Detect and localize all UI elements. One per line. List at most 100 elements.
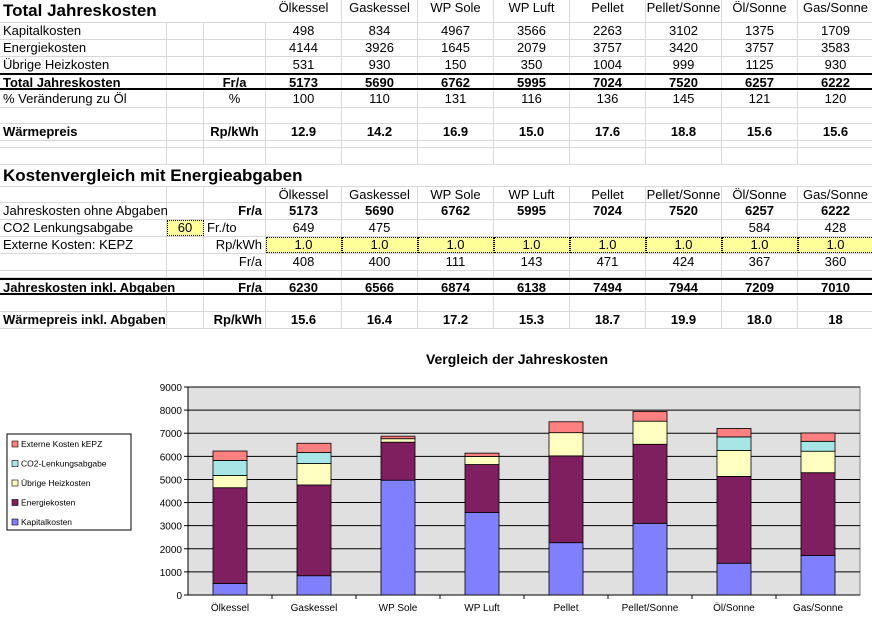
value-cell[interactable]: 1.0 [342, 237, 418, 253]
cell[interactable] [266, 296, 342, 311]
cell[interactable] [266, 148, 342, 164]
cell[interactable] [722, 296, 798, 311]
cell[interactable] [167, 23, 204, 39]
cell[interactable] [798, 108, 872, 123]
value-cell[interactable]: 1.0 [798, 237, 872, 253]
cell[interactable] [204, 141, 266, 147]
cell[interactable] [646, 148, 722, 164]
cell[interactable] [167, 254, 204, 270]
value-cell: 7024 [570, 203, 646, 219]
cell[interactable] [167, 203, 204, 219]
cell[interactable] [342, 296, 418, 311]
value-cell[interactable]: 1.0 [570, 237, 646, 253]
cell[interactable] [342, 148, 418, 164]
cell[interactable] [0, 187, 167, 202]
cell[interactable] [167, 237, 204, 253]
co2-rate-input[interactable]: 60 [167, 220, 204, 236]
value-cell: 3926 [342, 40, 418, 56]
cell[interactable] [646, 108, 722, 123]
cell[interactable] [167, 296, 204, 311]
cell[interactable] [798, 141, 872, 147]
cell[interactable] [722, 141, 798, 147]
cell[interactable] [204, 271, 266, 277]
cell[interactable] [167, 187, 204, 202]
cell[interactable] [342, 141, 418, 147]
value-cell[interactable]: 1.0 [266, 237, 342, 253]
chart-legend: Externe Kosten kEPZ CO2-Lenkungsabgabe Übr… [6, 433, 132, 531]
value-cell: 15.3 [494, 312, 570, 328]
cell[interactable] [167, 108, 204, 123]
cell[interactable] [342, 108, 418, 123]
cell[interactable] [167, 124, 204, 140]
cell[interactable] [494, 108, 570, 123]
cell[interactable] [167, 148, 204, 164]
cell[interactable] [167, 91, 204, 107]
cell[interactable] [0, 108, 167, 123]
cell[interactable] [167, 312, 204, 328]
value-cell[interactable]: 1.0 [722, 237, 798, 253]
legend-swatch [11, 440, 19, 448]
cell[interactable] [418, 108, 494, 123]
value-cell: 15.6 [266, 312, 342, 328]
cell[interactable] [494, 141, 570, 147]
cell[interactable] [798, 148, 872, 164]
cell[interactable] [722, 108, 798, 123]
y-tick-label: 9000 [160, 383, 183, 394]
cell[interactable] [0, 296, 167, 311]
header-row: Total Jahreskosten Ölkessel Gaskessel WP So… [0, 0, 872, 23]
column-header: Ölkessel [266, 0, 342, 22]
cell[interactable] [798, 296, 872, 311]
cell[interactable] [167, 141, 204, 147]
cell[interactable] [204, 296, 266, 311]
bar-segment-energiekosten [464, 464, 500, 513]
value-cell[interactable]: 1.0 [418, 237, 494, 253]
cell[interactable] [167, 40, 204, 56]
cell[interactable] [494, 148, 570, 164]
cell[interactable] [204, 148, 266, 164]
cell[interactable] [646, 271, 722, 277]
cell[interactable] [418, 271, 494, 277]
cell[interactable] [494, 296, 570, 311]
stacked-bar-chart: Vergleich der Jahreskosten 0 1000 2000 3000 4… [6, 351, 861, 614]
cell[interactable] [167, 75, 204, 88]
cell[interactable] [570, 271, 646, 277]
bar-segment-co2-lenkungsabgabe [212, 460, 248, 476]
value-cell: 5173 [266, 203, 342, 219]
cell[interactable] [266, 271, 342, 277]
cell[interactable] [266, 108, 342, 123]
cell[interactable] [798, 271, 872, 277]
value-cell[interactable]: 1.0 [646, 237, 722, 253]
cell[interactable] [266, 141, 342, 147]
empty-row [0, 296, 872, 312]
cell[interactable] [167, 271, 204, 277]
cell[interactable] [570, 148, 646, 164]
cell[interactable] [0, 141, 167, 147]
value-cell[interactable]: 1.0 [494, 237, 570, 253]
cell[interactable] [418, 148, 494, 164]
cell[interactable] [167, 57, 204, 73]
column-header: Pellet/Sonne [646, 0, 722, 22]
cell[interactable] [167, 280, 204, 293]
value-cell: 7209 [722, 280, 798, 295]
cell[interactable] [570, 108, 646, 123]
cell[interactable] [494, 271, 570, 277]
value-cell: 471 [570, 254, 646, 270]
plot-area [187, 386, 861, 596]
cell[interactable] [342, 271, 418, 277]
cell[interactable] [646, 296, 722, 311]
cell[interactable] [722, 148, 798, 164]
cell[interactable] [570, 141, 646, 147]
value-cell: 5690 [342, 203, 418, 219]
cell[interactable] [204, 108, 266, 123]
cell[interactable] [646, 141, 722, 147]
cell[interactable] [722, 271, 798, 277]
cell[interactable] [570, 296, 646, 311]
bar-segment-energiekosten [296, 484, 332, 577]
value-cell: 6230 [266, 280, 342, 295]
cell[interactable] [0, 271, 167, 277]
cell[interactable] [418, 141, 494, 147]
cell[interactable] [204, 187, 266, 202]
cell[interactable] [0, 148, 167, 164]
y-tick-label: 2000 [160, 545, 183, 556]
cell[interactable] [418, 296, 494, 311]
